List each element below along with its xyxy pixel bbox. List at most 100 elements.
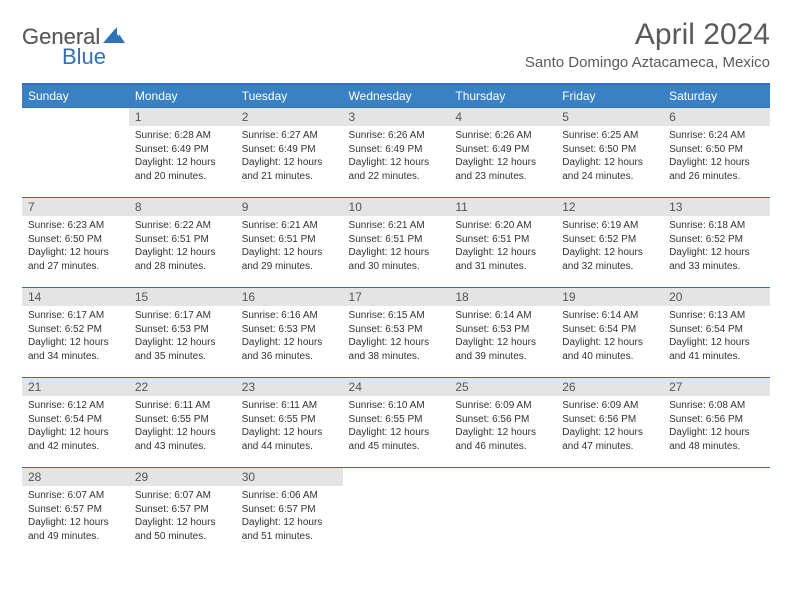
day-content: Sunrise: 6:13 AMSunset: 6:54 PMDaylight:… <box>663 306 770 369</box>
day-number: 2 <box>236 107 343 126</box>
calendar-day-cell: 17Sunrise: 6:15 AMSunset: 6:53 PMDayligh… <box>343 287 450 377</box>
calendar-day-cell: 21Sunrise: 6:12 AMSunset: 6:54 PMDayligh… <box>22 377 129 467</box>
calendar-day-cell: 22Sunrise: 6:11 AMSunset: 6:55 PMDayligh… <box>129 377 236 467</box>
calendar-day-cell: 10Sunrise: 6:21 AMSunset: 6:51 PMDayligh… <box>343 197 450 287</box>
day-number: 5 <box>556 107 663 126</box>
day-number: 7 <box>22 197 129 216</box>
calendar-week-row: 28Sunrise: 6:07 AMSunset: 6:57 PMDayligh… <box>22 467 770 557</box>
calendar-day-cell: 19Sunrise: 6:14 AMSunset: 6:54 PMDayligh… <box>556 287 663 377</box>
day-number: 3 <box>343 107 450 126</box>
calendar-day-cell: 24Sunrise: 6:10 AMSunset: 6:55 PMDayligh… <box>343 377 450 467</box>
day-content: Sunrise: 6:10 AMSunset: 6:55 PMDaylight:… <box>343 396 450 459</box>
weekday-header-row: SundayMondayTuesdayWednesdayThursdayFrid… <box>22 84 770 107</box>
calendar-day-cell <box>343 467 450 557</box>
day-content: Sunrise: 6:11 AMSunset: 6:55 PMDaylight:… <box>236 396 343 459</box>
day-content: Sunrise: 6:12 AMSunset: 6:54 PMDaylight:… <box>22 396 129 459</box>
day-content: Sunrise: 6:27 AMSunset: 6:49 PMDaylight:… <box>236 126 343 189</box>
calendar-day-cell: 1Sunrise: 6:28 AMSunset: 6:49 PMDaylight… <box>129 107 236 197</box>
calendar-day-cell: 4Sunrise: 6:26 AMSunset: 6:49 PMDaylight… <box>449 107 556 197</box>
weekday-header: Wednesday <box>343 84 450 107</box>
day-content: Sunrise: 6:18 AMSunset: 6:52 PMDaylight:… <box>663 216 770 279</box>
calendar-day-cell: 20Sunrise: 6:13 AMSunset: 6:54 PMDayligh… <box>663 287 770 377</box>
day-content: Sunrise: 6:19 AMSunset: 6:52 PMDaylight:… <box>556 216 663 279</box>
calendar-day-cell: 26Sunrise: 6:09 AMSunset: 6:56 PMDayligh… <box>556 377 663 467</box>
page-title: April 2024 <box>525 18 770 52</box>
day-number: 18 <box>449 287 556 306</box>
calendar-day-cell: 5Sunrise: 6:25 AMSunset: 6:50 PMDaylight… <box>556 107 663 197</box>
day-number <box>449 467 556 486</box>
day-number: 20 <box>663 287 770 306</box>
day-content: Sunrise: 6:24 AMSunset: 6:50 PMDaylight:… <box>663 126 770 189</box>
day-number: 14 <box>22 287 129 306</box>
day-number: 27 <box>663 377 770 396</box>
calendar-day-cell: 14Sunrise: 6:17 AMSunset: 6:52 PMDayligh… <box>22 287 129 377</box>
day-content: Sunrise: 6:22 AMSunset: 6:51 PMDaylight:… <box>129 216 236 279</box>
day-content: Sunrise: 6:11 AMSunset: 6:55 PMDaylight:… <box>129 396 236 459</box>
day-content: Sunrise: 6:06 AMSunset: 6:57 PMDaylight:… <box>236 486 343 549</box>
calendar-day-cell: 30Sunrise: 6:06 AMSunset: 6:57 PMDayligh… <box>236 467 343 557</box>
day-content: Sunrise: 6:26 AMSunset: 6:49 PMDaylight:… <box>449 126 556 189</box>
calendar-day-cell: 16Sunrise: 6:16 AMSunset: 6:53 PMDayligh… <box>236 287 343 377</box>
calendar-week-row: 7Sunrise: 6:23 AMSunset: 6:50 PMDaylight… <box>22 197 770 287</box>
calendar-table: SundayMondayTuesdayWednesdayThursdayFrid… <box>22 83 770 557</box>
calendar-day-cell: 2Sunrise: 6:27 AMSunset: 6:49 PMDaylight… <box>236 107 343 197</box>
calendar-day-cell: 28Sunrise: 6:07 AMSunset: 6:57 PMDayligh… <box>22 467 129 557</box>
calendar-day-cell: 7Sunrise: 6:23 AMSunset: 6:50 PMDaylight… <box>22 197 129 287</box>
title-block: April 2024 Santo Domingo Aztacameca, Mex… <box>525 18 770 71</box>
calendar-day-cell: 29Sunrise: 6:07 AMSunset: 6:57 PMDayligh… <box>129 467 236 557</box>
day-number: 26 <box>556 377 663 396</box>
day-content: Sunrise: 6:17 AMSunset: 6:52 PMDaylight:… <box>22 306 129 369</box>
day-number: 6 <box>663 107 770 126</box>
weekday-header: Monday <box>129 84 236 107</box>
calendar-week-row: 21Sunrise: 6:12 AMSunset: 6:54 PMDayligh… <box>22 377 770 467</box>
day-number: 21 <box>22 377 129 396</box>
calendar-week-row: 14Sunrise: 6:17 AMSunset: 6:52 PMDayligh… <box>22 287 770 377</box>
day-number: 28 <box>22 467 129 486</box>
weekday-header: Friday <box>556 84 663 107</box>
calendar-day-cell: 11Sunrise: 6:20 AMSunset: 6:51 PMDayligh… <box>449 197 556 287</box>
day-content: Sunrise: 6:26 AMSunset: 6:49 PMDaylight:… <box>343 126 450 189</box>
day-content: Sunrise: 6:25 AMSunset: 6:50 PMDaylight:… <box>556 126 663 189</box>
day-number: 19 <box>556 287 663 306</box>
logo-block: General Blue <box>22 18 126 70</box>
day-content: Sunrise: 6:09 AMSunset: 6:56 PMDaylight:… <box>556 396 663 459</box>
weekday-header: Saturday <box>663 84 770 107</box>
day-content: Sunrise: 6:07 AMSunset: 6:57 PMDaylight:… <box>129 486 236 549</box>
calendar-day-cell <box>22 107 129 197</box>
day-number: 8 <box>129 197 236 216</box>
calendar-day-cell: 18Sunrise: 6:14 AMSunset: 6:53 PMDayligh… <box>449 287 556 377</box>
calendar-body: 1Sunrise: 6:28 AMSunset: 6:49 PMDaylight… <box>22 107 770 557</box>
day-number: 25 <box>449 377 556 396</box>
day-number: 1 <box>129 107 236 126</box>
day-number: 4 <box>449 107 556 126</box>
day-content: Sunrise: 6:20 AMSunset: 6:51 PMDaylight:… <box>449 216 556 279</box>
day-number: 24 <box>343 377 450 396</box>
day-number: 11 <box>449 197 556 216</box>
day-content: Sunrise: 6:08 AMSunset: 6:56 PMDaylight:… <box>663 396 770 459</box>
calendar-day-cell: 8Sunrise: 6:22 AMSunset: 6:51 PMDaylight… <box>129 197 236 287</box>
day-content: Sunrise: 6:14 AMSunset: 6:54 PMDaylight:… <box>556 306 663 369</box>
calendar-day-cell: 3Sunrise: 6:26 AMSunset: 6:49 PMDaylight… <box>343 107 450 197</box>
day-content: Sunrise: 6:17 AMSunset: 6:53 PMDaylight:… <box>129 306 236 369</box>
day-number: 12 <box>556 197 663 216</box>
day-content: Sunrise: 6:14 AMSunset: 6:53 PMDaylight:… <box>449 306 556 369</box>
day-number: 9 <box>236 197 343 216</box>
day-content: Sunrise: 6:09 AMSunset: 6:56 PMDaylight:… <box>449 396 556 459</box>
weekday-header: Sunday <box>22 84 129 107</box>
day-number: 16 <box>236 287 343 306</box>
day-number <box>663 467 770 486</box>
calendar-day-cell <box>449 467 556 557</box>
weekday-header: Tuesday <box>236 84 343 107</box>
day-number <box>556 467 663 486</box>
day-number: 17 <box>343 287 450 306</box>
day-content: Sunrise: 6:16 AMSunset: 6:53 PMDaylight:… <box>236 306 343 369</box>
day-number: 22 <box>129 377 236 396</box>
day-number <box>343 467 450 486</box>
calendar-day-cell: 12Sunrise: 6:19 AMSunset: 6:52 PMDayligh… <box>556 197 663 287</box>
calendar-day-cell: 15Sunrise: 6:17 AMSunset: 6:53 PMDayligh… <box>129 287 236 377</box>
day-content: Sunrise: 6:15 AMSunset: 6:53 PMDaylight:… <box>343 306 450 369</box>
day-number: 30 <box>236 467 343 486</box>
day-number: 23 <box>236 377 343 396</box>
weekday-header: Thursday <box>449 84 556 107</box>
day-content: Sunrise: 6:07 AMSunset: 6:57 PMDaylight:… <box>22 486 129 549</box>
